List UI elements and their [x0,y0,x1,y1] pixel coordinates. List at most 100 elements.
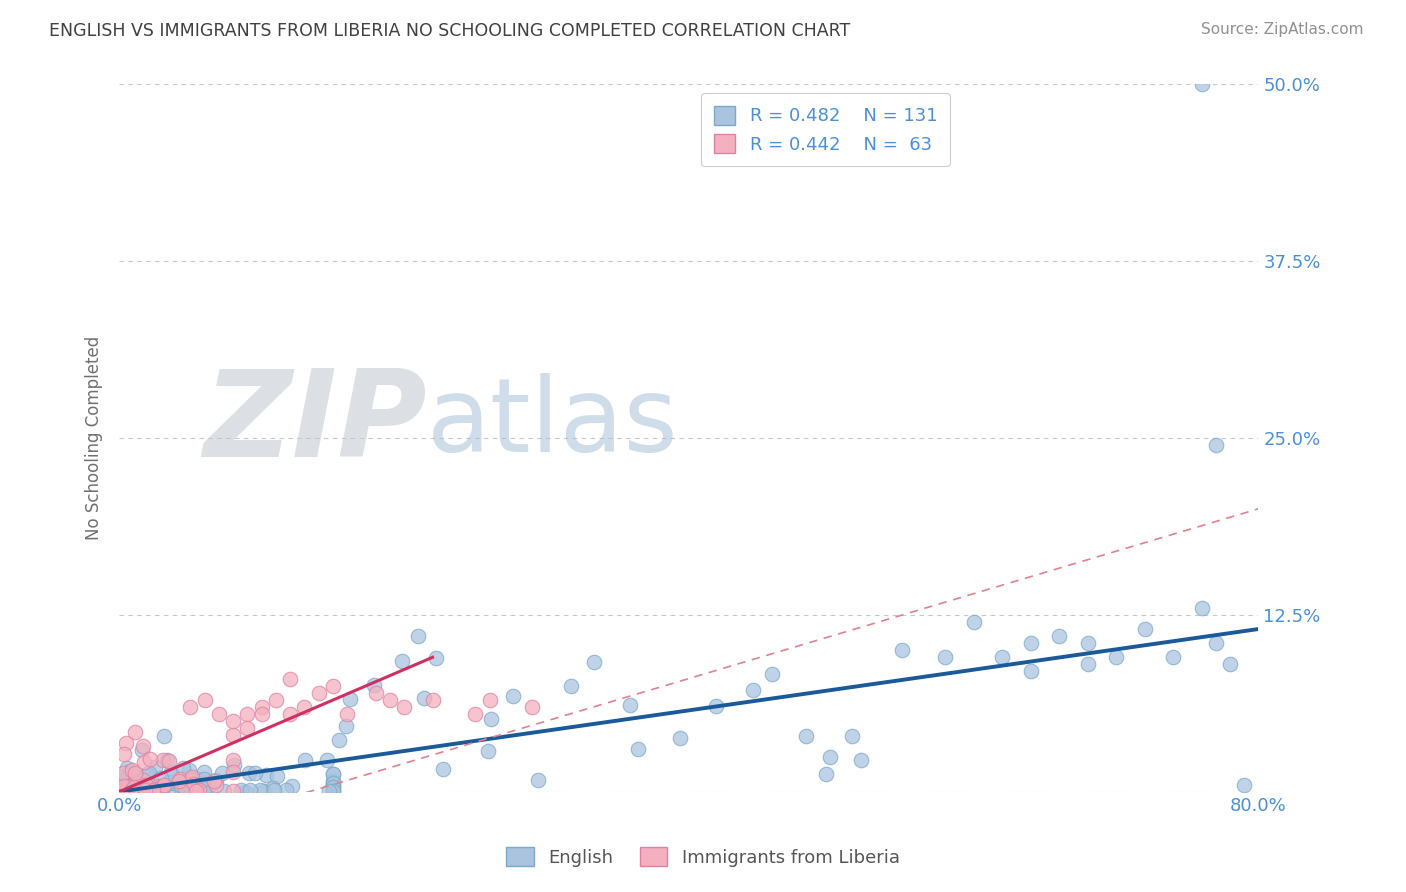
Point [112,747,135,761]
Point [233,784,256,798]
Point [205,772,228,787]
Point [132,773,155,788]
Point [1205,438,1227,452]
Point [322,774,344,789]
Point [150,781,173,796]
Point [198,778,221,792]
Point [179,699,201,714]
Point [322,766,344,780]
Point [849,753,872,767]
Point [278,672,301,686]
Point [322,780,344,794]
Point [145,783,167,797]
Point [1077,636,1099,650]
Point [322,766,344,780]
Point [815,767,838,781]
Point [156,753,179,767]
Point [162,776,184,790]
Point [208,706,231,721]
Point [111,772,134,787]
Text: ENGLISH VS IMMIGRANTS FROM LIBERIA NO SCHOOLING COMPLETED CORRELATION CHART: ENGLISH VS IMMIGRANTS FROM LIBERIA NO SC… [49,22,851,40]
Point [1047,629,1070,643]
Point [160,764,183,779]
Point [125,774,148,789]
Point [408,629,430,643]
Point [425,650,447,665]
Point [243,766,266,780]
Point [183,777,205,791]
Point [146,779,169,793]
Point [112,766,135,780]
Point [991,650,1014,665]
Point [339,691,361,706]
Point [169,776,191,790]
Point [120,764,142,778]
Point [146,780,169,795]
Point [120,784,142,798]
Point [335,719,357,733]
Point [153,729,176,743]
Point [150,780,173,795]
Point [236,721,259,735]
Point [172,761,194,775]
Point [212,784,235,798]
Point [253,784,276,798]
Point [120,783,142,797]
Point [231,782,253,797]
Legend: R = 0.482    N = 131, R = 0.442    N =  63: R = 0.482 N = 131, R = 0.442 N = 63 [702,94,950,167]
Point [704,699,727,714]
Point [479,712,502,726]
Point [152,779,174,793]
Point [135,778,157,792]
Point [181,774,204,789]
Point [180,770,202,784]
Point [761,667,783,681]
Point [169,778,191,792]
Point [170,782,193,797]
Point [222,764,245,779]
Point [322,777,344,791]
Point [117,782,139,797]
Point [186,784,208,798]
Point [432,762,454,776]
Point [560,679,582,693]
Point [477,743,499,757]
Point [180,779,202,793]
Point [263,783,285,797]
Point [169,772,191,786]
Point [222,784,245,798]
Point [1019,665,1042,679]
Point [142,783,165,797]
Point [181,783,204,797]
Point [150,779,173,793]
Point [318,784,340,798]
Point [527,773,550,788]
Point [112,779,135,793]
Point [741,683,763,698]
Point [211,766,233,780]
Point [818,749,841,764]
Y-axis label: No Schooling Completed: No Schooling Completed [86,336,103,541]
Point [1219,657,1241,672]
Point [117,767,139,781]
Point [669,731,692,745]
Point [138,765,160,780]
Point [124,770,146,784]
Point [626,742,648,756]
Point [322,775,344,789]
Point [187,772,209,786]
Point [124,725,146,739]
Point [1077,657,1099,672]
Point [1133,622,1156,636]
Point [934,650,956,665]
Point [238,766,260,780]
Point [181,772,204,787]
Point [204,774,226,789]
Point [308,686,330,700]
Point [184,780,207,794]
Point [134,778,156,792]
Point [174,780,197,795]
Point [328,732,350,747]
Point [963,615,986,629]
Point [378,692,401,706]
